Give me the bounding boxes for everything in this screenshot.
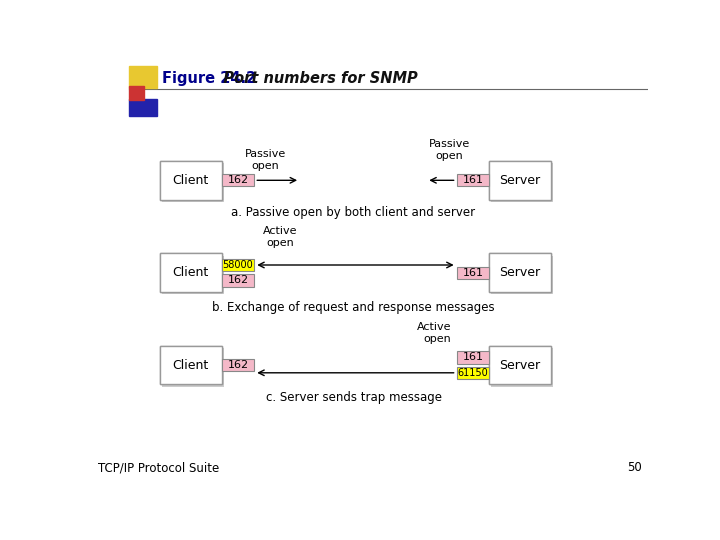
- Text: Server: Server: [500, 266, 541, 279]
- Bar: [129, 86, 144, 100]
- Text: b. Exchange of request and response messages: b. Exchange of request and response mess…: [212, 301, 495, 314]
- Bar: [222, 174, 254, 186]
- Bar: [492, 256, 554, 294]
- Bar: [456, 267, 489, 279]
- Text: Client: Client: [173, 359, 209, 372]
- Text: 58000: 58000: [222, 260, 253, 270]
- Bar: [222, 274, 254, 287]
- Text: Passive
open: Passive open: [429, 139, 470, 161]
- Text: 161: 161: [462, 268, 483, 278]
- Bar: [160, 253, 222, 292]
- Text: TCP/IP Protocol Suite: TCP/IP Protocol Suite: [98, 462, 219, 475]
- Text: Active
open: Active open: [264, 226, 298, 248]
- Bar: [456, 174, 489, 186]
- Text: Server: Server: [500, 359, 541, 372]
- Text: 162: 162: [228, 176, 248, 185]
- Text: Figure 24.2: Figure 24.2: [162, 71, 256, 86]
- Bar: [489, 161, 551, 200]
- Text: Port numbers for SNMP: Port numbers for SNMP: [208, 71, 418, 86]
- Bar: [162, 256, 224, 294]
- Text: Client: Client: [173, 266, 209, 279]
- Bar: [456, 367, 489, 379]
- Bar: [489, 346, 551, 384]
- Bar: [162, 348, 224, 387]
- Bar: [222, 259, 254, 271]
- Bar: [489, 161, 551, 200]
- Bar: [129, 99, 157, 116]
- Text: Active
open: Active open: [417, 322, 451, 343]
- Bar: [160, 346, 222, 384]
- Bar: [129, 66, 157, 88]
- Text: Passive
open: Passive open: [245, 150, 286, 171]
- Text: a. Passive open by both client and server: a. Passive open by both client and serve…: [231, 206, 476, 219]
- Text: 61150: 61150: [457, 368, 488, 378]
- Bar: [160, 346, 222, 384]
- Text: 161: 161: [462, 176, 483, 185]
- Bar: [489, 346, 551, 384]
- Bar: [160, 253, 222, 292]
- Bar: [492, 348, 554, 387]
- Text: 161: 161: [462, 353, 483, 362]
- Bar: [160, 161, 222, 200]
- Text: Server: Server: [500, 174, 541, 187]
- Text: c. Server sends trap message: c. Server sends trap message: [266, 391, 441, 404]
- Bar: [489, 253, 551, 292]
- Text: 162: 162: [228, 360, 248, 370]
- Bar: [456, 351, 489, 363]
- Bar: [222, 359, 254, 372]
- Bar: [160, 161, 222, 200]
- Bar: [162, 164, 224, 202]
- Text: Client: Client: [173, 174, 209, 187]
- Text: 162: 162: [228, 275, 248, 286]
- Text: 50: 50: [627, 462, 642, 475]
- Bar: [492, 164, 554, 202]
- Bar: [489, 253, 551, 292]
